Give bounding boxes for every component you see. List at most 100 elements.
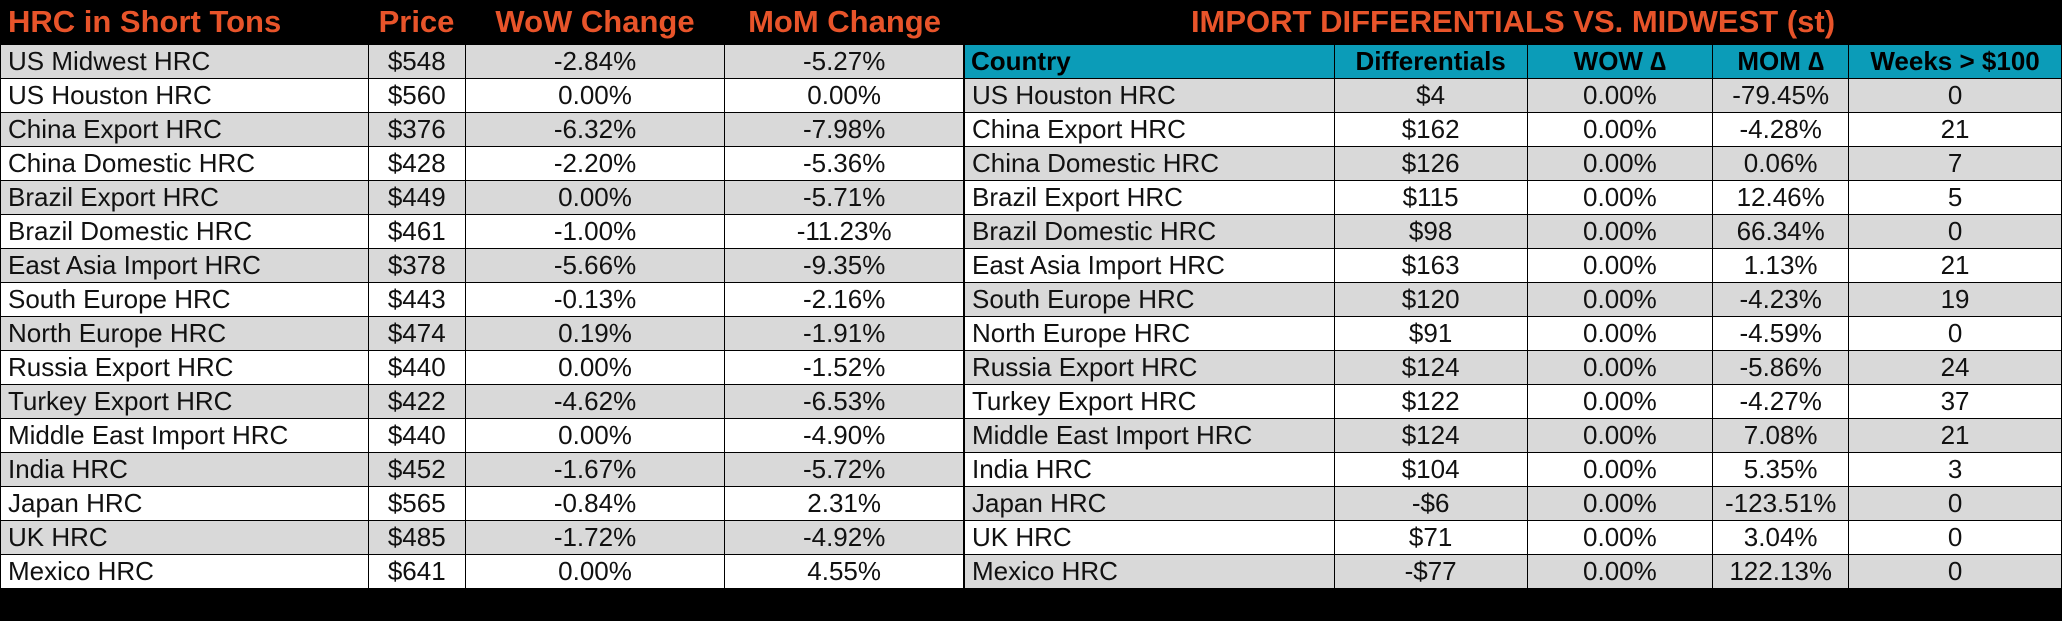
cell-mom-delta: -79.45% [1712, 78, 1850, 113]
cell-wow-change: 0.00% [464, 350, 726, 385]
table-row: South Europe HRC $443 -0.13% -2.16% [0, 282, 964, 317]
header-wow-delta: WOW ∆ [1526, 44, 1714, 79]
cell-price: $560 [367, 78, 466, 113]
cell-differential: $163 [1333, 248, 1528, 283]
cell-country: East Asia Import HRC [964, 248, 1335, 283]
cell-mom-delta: -4.27% [1712, 384, 1850, 419]
cell-product: China Export HRC [0, 112, 369, 147]
cell-price: $565 [367, 486, 466, 521]
cell-mom-delta: -4.23% [1712, 282, 1850, 317]
cell-weeks-over-100: 0 [1848, 520, 2062, 555]
cell-differential: -$77 [1333, 554, 1528, 589]
cell-weeks-over-100: 21 [1848, 112, 2062, 147]
cell-country: US Houston HRC [964, 78, 1335, 113]
cell-wow-delta: 0.00% [1526, 384, 1714, 419]
cell-price: $443 [367, 282, 466, 317]
differentials-header-row: Country Differentials WOW ∆ MOM ∆ Weeks … [964, 44, 2062, 79]
cell-differential: $71 [1333, 520, 1528, 555]
table-row: Japan HRC $565 -0.84% 2.31% [0, 486, 964, 521]
cell-mom-delta: 122.13% [1712, 554, 1850, 589]
cell-differential: $124 [1333, 350, 1528, 385]
cell-price: $452 [367, 452, 466, 487]
cell-price: $548 [367, 44, 466, 79]
cell-mom-change: 0.00% [724, 78, 964, 113]
table-row: UK HRC $71 0.00% 3.04% 0 [964, 520, 2062, 555]
cell-mom-delta: -123.51% [1712, 486, 1850, 521]
cell-mom-change: -1.91% [724, 316, 964, 351]
cell-wow-change: -0.13% [464, 282, 726, 317]
cell-differential: $124 [1333, 418, 1528, 453]
cell-weeks-over-100: 37 [1848, 384, 2062, 419]
table-row: China Domestic HRC $126 0.00% 0.06% 7 [964, 146, 2062, 181]
cell-wow-change: -6.32% [464, 112, 726, 147]
cell-product: Russia Export HRC [0, 350, 369, 385]
table-row: Brazil Domestic HRC $98 0.00% 66.34% 0 [964, 214, 2062, 249]
cell-mom-delta: 0.06% [1712, 146, 1850, 181]
cell-weeks-over-100: 0 [1848, 214, 2062, 249]
cell-mom-delta: 7.08% [1712, 418, 1850, 453]
cell-wow-delta: 0.00% [1526, 282, 1714, 317]
header-weeks-over-100: Weeks > $100 [1848, 44, 2062, 79]
cell-country: Turkey Export HRC [964, 384, 1335, 419]
import-differentials-panel: IMPORT DIFFERENTIALS VS. MIDWEST (st) Co… [964, 0, 2062, 589]
cell-differential: $4 [1333, 78, 1528, 113]
cell-wow-delta: 0.00% [1526, 486, 1714, 521]
cell-product: North Europe HRC [0, 316, 369, 351]
cell-price: $485 [367, 520, 466, 555]
cell-wow-change: -1.67% [464, 452, 726, 487]
cell-weeks-over-100: 3 [1848, 452, 2062, 487]
cell-wow-change: -4.62% [464, 384, 726, 419]
hrc-price-panel: HRC in Short Tons Price WoW Change MoM C… [0, 0, 964, 589]
cell-wow-change: -5.66% [464, 248, 726, 283]
cell-mom-delta: 66.34% [1712, 214, 1850, 249]
table-row: Brazil Export HRC $449 0.00% -5.71% [0, 180, 964, 215]
cell-weeks-over-100: 21 [1848, 418, 2062, 453]
table-row: Middle East Import HRC $124 0.00% 7.08% 21 [964, 418, 2062, 453]
cell-product: Mexico HRC [0, 554, 369, 589]
cell-mom-change: -7.98% [724, 112, 964, 147]
cell-price: $474 [367, 316, 466, 351]
cell-product: China Domestic HRC [0, 146, 369, 181]
table-row: UK HRC $485 -1.72% -4.92% [0, 520, 964, 555]
cell-differential: $115 [1333, 180, 1528, 215]
table-row: Turkey Export HRC $422 -4.62% -6.53% [0, 384, 964, 419]
cell-wow-delta: 0.00% [1526, 316, 1714, 351]
table-row: South Europe HRC $120 0.00% -4.23% 19 [964, 282, 2062, 317]
cell-product: UK HRC [0, 520, 369, 555]
cell-price: $440 [367, 350, 466, 385]
cell-wow-change: 0.00% [464, 180, 726, 215]
table-row: Brazil Export HRC $115 0.00% 12.46% 5 [964, 180, 2062, 215]
cell-wow-delta: 0.00% [1526, 554, 1714, 589]
cell-country: Brazil Domestic HRC [964, 214, 1335, 249]
cell-country: Japan HRC [964, 486, 1335, 521]
cell-product: South Europe HRC [0, 282, 369, 317]
cell-wow-delta: 0.00% [1526, 78, 1714, 113]
cell-wow-delta: 0.00% [1526, 248, 1714, 283]
cell-differential: $162 [1333, 112, 1528, 147]
cell-country: UK HRC [964, 520, 1335, 555]
table-row: US Houston HRC $560 0.00% 0.00% [0, 78, 964, 113]
cell-product: East Asia Import HRC [0, 248, 369, 283]
cell-differential: $122 [1333, 384, 1528, 419]
cell-price: $461 [367, 214, 466, 249]
cell-mom-change: -6.53% [724, 384, 964, 419]
cell-country: Brazil Export HRC [964, 180, 1335, 215]
table-row: Japan HRC -$6 0.00% -123.51% 0 [964, 486, 2062, 521]
table-row: East Asia Import HRC $163 0.00% 1.13% 21 [964, 248, 2062, 283]
cell-country: China Export HRC [964, 112, 1335, 147]
table-row: Russia Export HRC $440 0.00% -1.52% [0, 350, 964, 385]
table-row: North Europe HRC $91 0.00% -4.59% 0 [964, 316, 2062, 351]
cell-mom-delta: -4.28% [1712, 112, 1850, 147]
cell-price: $641 [367, 554, 466, 589]
header-differentials: Differentials [1333, 44, 1528, 79]
cell-product: US Houston HRC [0, 78, 369, 113]
cell-weeks-over-100: 0 [1848, 486, 2062, 521]
cell-wow-delta: 0.00% [1526, 146, 1714, 181]
table-row: Mexico HRC -$77 0.00% 122.13% 0 [964, 554, 2062, 589]
table-row: Brazil Domestic HRC $461 -1.00% -11.23% [0, 214, 964, 249]
cell-wow-delta: 0.00% [1526, 112, 1714, 147]
cell-mom-change: -4.92% [724, 520, 964, 555]
cell-weeks-over-100: 7 [1848, 146, 2062, 181]
cell-mom-change: 2.31% [724, 486, 964, 521]
cell-differential: $120 [1333, 282, 1528, 317]
